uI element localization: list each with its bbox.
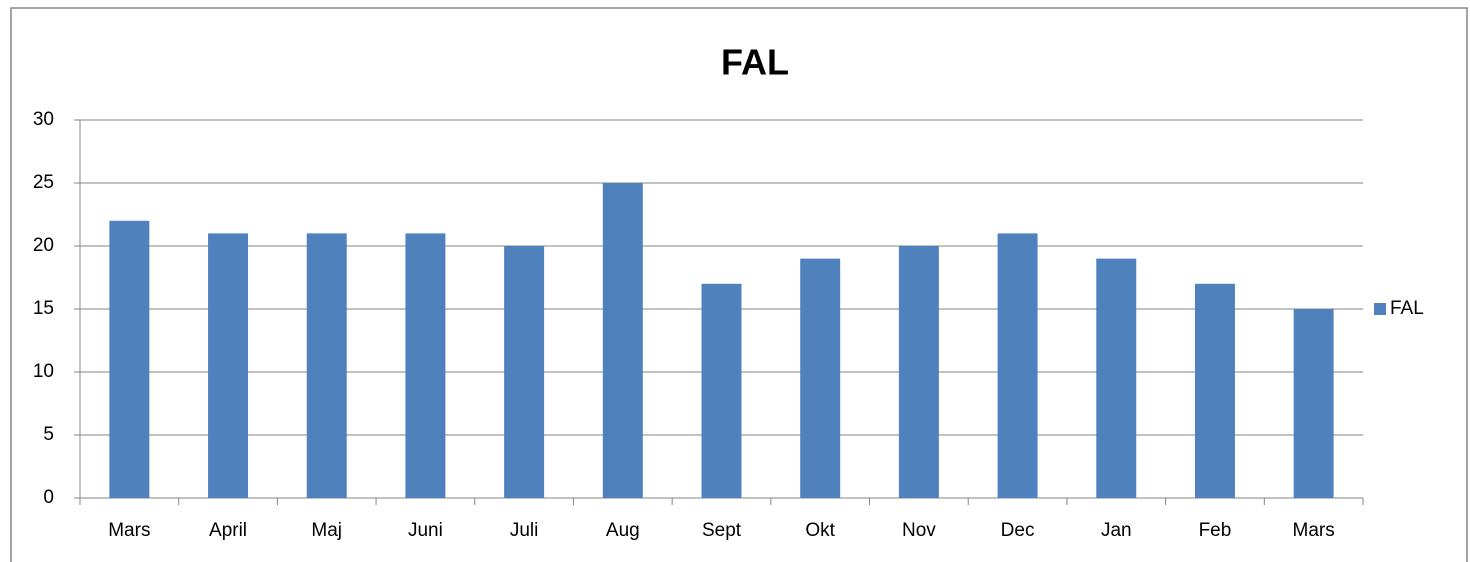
bar bbox=[1194, 283, 1235, 498]
y-tick-label: 30 bbox=[33, 109, 54, 130]
bar bbox=[800, 258, 841, 498]
x-tick-label: Dec bbox=[1001, 520, 1035, 541]
bar bbox=[405, 233, 446, 498]
x-tick-label: Aug bbox=[606, 520, 640, 541]
y-tick-label: 15 bbox=[33, 298, 54, 319]
chart-title: FAL bbox=[721, 42, 789, 83]
x-tick-label: Maj bbox=[311, 520, 342, 541]
y-tick-label: 10 bbox=[33, 361, 54, 382]
legend-swatch bbox=[1374, 303, 1386, 315]
bar bbox=[109, 220, 150, 499]
bar bbox=[306, 233, 347, 498]
bar bbox=[1096, 258, 1137, 498]
x-tick-label: Jan bbox=[1101, 520, 1132, 541]
x-tick-label: Mars bbox=[1293, 520, 1335, 541]
x-tick-label: April bbox=[209, 520, 247, 541]
x-tick-label: Juli bbox=[510, 520, 539, 541]
x-tick-label: Mars bbox=[108, 520, 150, 541]
y-tick-label: 5 bbox=[43, 424, 54, 445]
y-tick-label: 0 bbox=[43, 487, 54, 508]
bar bbox=[997, 233, 1038, 498]
bar bbox=[701, 283, 742, 498]
y-tick-label: 25 bbox=[33, 172, 54, 193]
chart-frame bbox=[10, 7, 1468, 562]
x-tick-label: Feb bbox=[1199, 520, 1232, 541]
x-tick-label: Okt bbox=[805, 520, 835, 541]
legend-label: FAL bbox=[1390, 298, 1424, 319]
y-tick-label: 20 bbox=[33, 235, 54, 256]
bar bbox=[1293, 309, 1334, 498]
bar bbox=[208, 233, 249, 498]
bar bbox=[602, 183, 643, 498]
bar bbox=[898, 246, 939, 498]
x-tick-label: Juni bbox=[408, 520, 443, 541]
x-tick-label: Sept bbox=[702, 520, 742, 541]
bar bbox=[504, 246, 545, 498]
x-tick-label: Nov bbox=[902, 520, 936, 541]
